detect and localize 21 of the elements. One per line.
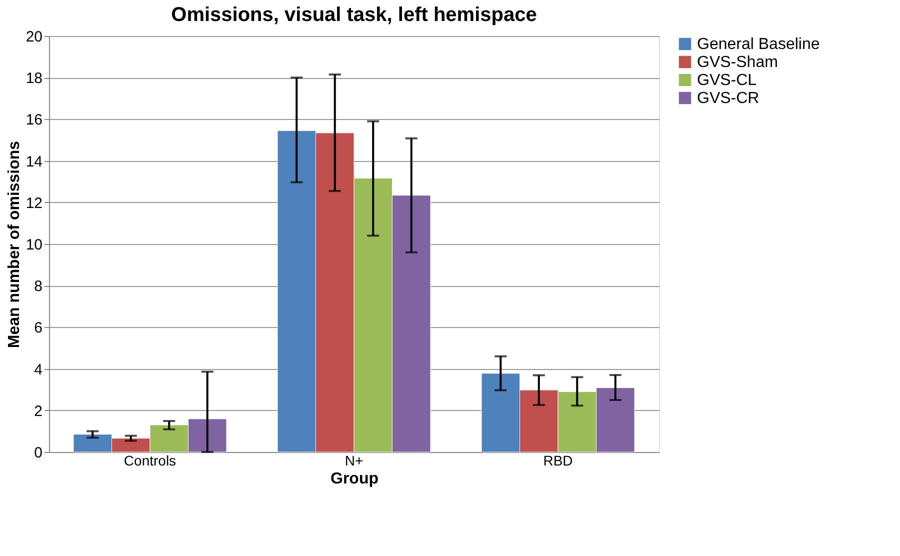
chart-title: Omissions, visual task, left hemispace xyxy=(171,4,537,26)
y-tick-label: 4 xyxy=(34,361,42,378)
y-tick-label: 8 xyxy=(34,278,42,296)
y-axis-title: Mean number of omissions xyxy=(6,140,23,348)
y-tick-label: 2 xyxy=(34,402,42,420)
x-tick-label: N+ xyxy=(344,452,364,468)
y-tick-label: 10 xyxy=(26,236,42,254)
legend-label: General Baseline xyxy=(697,36,820,53)
y-tick-label: 16 xyxy=(26,112,42,129)
x-tick-label: Controls xyxy=(124,452,176,468)
legend-label: GVS-CL xyxy=(697,72,757,89)
legend-label: GVS-CR xyxy=(697,90,760,107)
y-tick-label: 18 xyxy=(26,70,42,88)
y-tick-label: 6 xyxy=(34,320,42,337)
x-axis-title: Group xyxy=(330,470,379,488)
y-tick-label: 12 xyxy=(26,194,42,212)
y-tick-label: 14 xyxy=(26,153,42,170)
legend-label: GVS-Sham xyxy=(697,54,778,71)
x-tick-label: RBD xyxy=(543,452,573,468)
y-tick-label: 20 xyxy=(26,28,42,46)
y-tick-label: 0 xyxy=(34,444,42,462)
